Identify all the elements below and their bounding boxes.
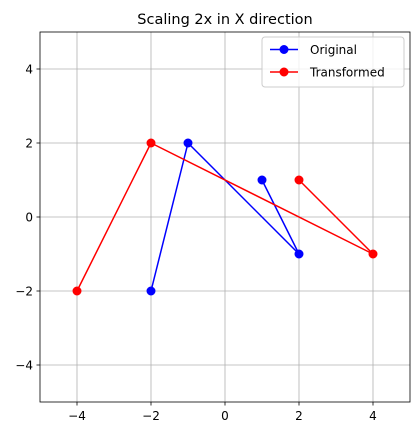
y-tick-label: 4: [25, 63, 33, 77]
series-transformed: [72, 138, 378, 296]
x-tick-label: −4: [68, 409, 86, 423]
data-point-original: [183, 138, 193, 148]
data-point-transformed: [294, 175, 304, 185]
series-original: [146, 138, 304, 296]
data-point-transformed: [368, 249, 378, 259]
data-point-transformed: [72, 286, 82, 296]
legend-entry-transformed: Transformed: [270, 66, 385, 80]
legend-marker-original: [279, 45, 289, 54]
x-tick-label: 2: [295, 409, 303, 423]
legend: Original Transformed: [261, 36, 405, 88]
x-tick-label: 0: [221, 409, 229, 423]
plot-area: [72, 138, 378, 296]
data-point-original: [257, 175, 267, 185]
series-line-transformed: [76, 142, 374, 292]
x-tick-label: 4: [369, 409, 377, 423]
series-line-original: [150, 142, 300, 292]
legend-marker-transformed: [279, 67, 289, 77]
data-point-original: [146, 286, 156, 296]
legend-label-original: Original: [310, 43, 357, 57]
y-tick-label: −4: [15, 359, 33, 373]
legend-label-transformed: Transformed: [309, 66, 385, 80]
axis-ticks: −4 −2 0 2 4 −4 −2 0 2 4: [15, 63, 377, 424]
legend-entry-original: Original: [270, 43, 357, 57]
y-tick-label: −2: [15, 285, 33, 299]
y-tick-label: 2: [25, 137, 33, 151]
y-tick-label: 0: [25, 211, 33, 225]
data-point-original: [294, 249, 304, 259]
data-point-transformed: [146, 138, 156, 148]
x-tick-label: −2: [142, 409, 160, 423]
chart-title: Scaling 2x in X direction: [137, 12, 312, 28]
